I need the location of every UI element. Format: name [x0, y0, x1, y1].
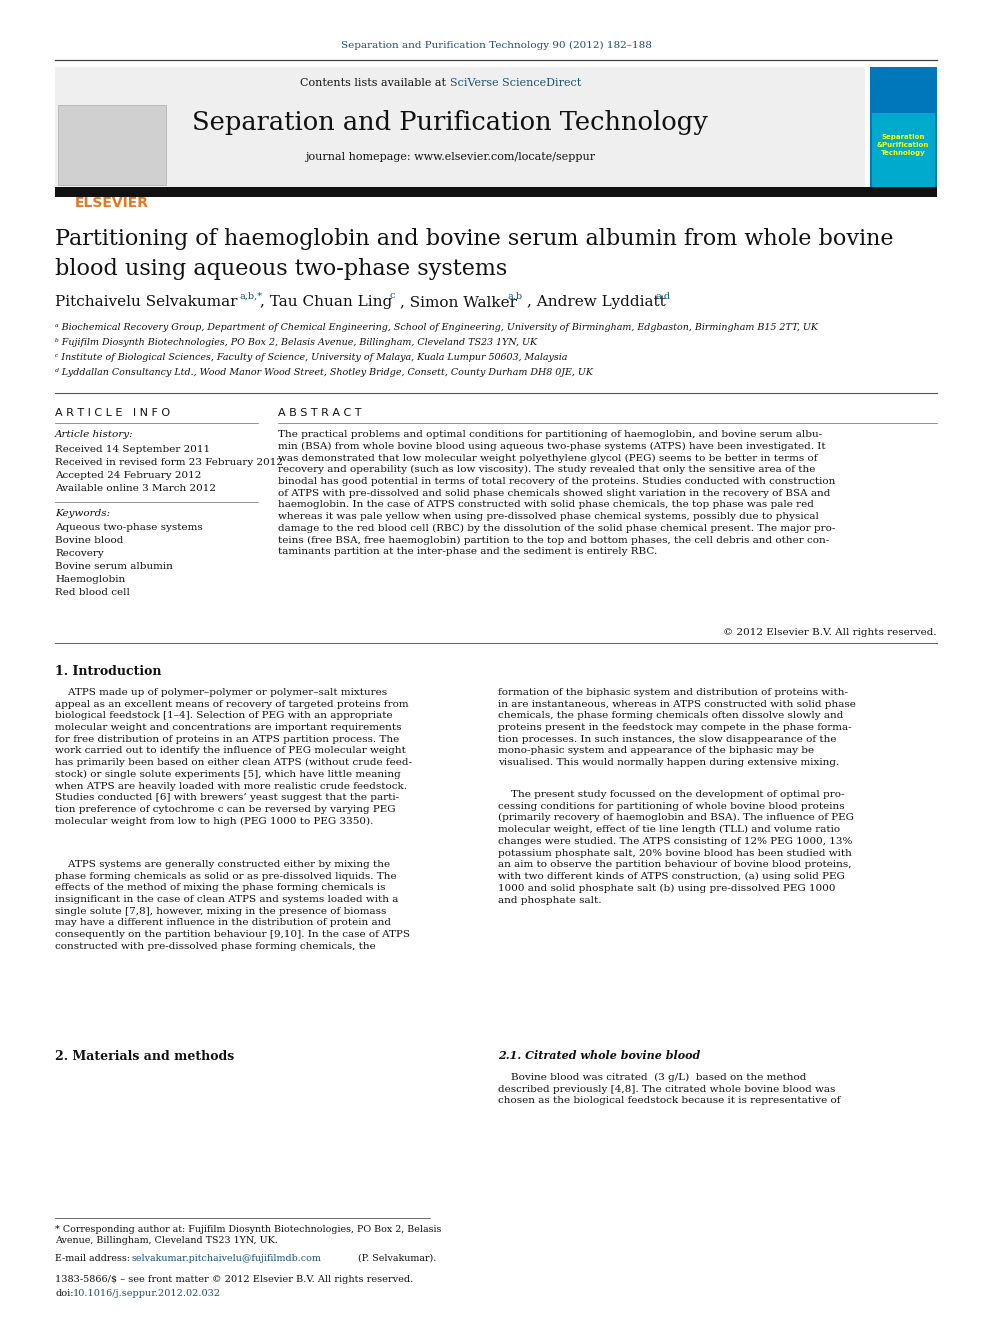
Text: , Tau Chuan Ling: , Tau Chuan Ling	[260, 295, 392, 310]
Text: Partitioning of haemoglobin and bovine serum albumin from whole bovine: Partitioning of haemoglobin and bovine s…	[55, 228, 894, 250]
FancyBboxPatch shape	[870, 67, 937, 194]
Text: Separation
&Purification
Technology: Separation &Purification Technology	[877, 135, 930, 156]
Text: Bovine blood: Bovine blood	[55, 536, 123, 545]
Text: Bovine blood was citrated  (3 g/L)  based on the method
described previously [4,: Bovine blood was citrated (3 g/L) based …	[498, 1073, 840, 1106]
Text: 1383-5866/$ – see front matter © 2012 Elsevier B.V. All rights reserved.: 1383-5866/$ – see front matter © 2012 El…	[55, 1275, 414, 1285]
Text: A R T I C L E   I N F O: A R T I C L E I N F O	[55, 407, 170, 418]
Text: 2.1. Citrated whole bovine blood: 2.1. Citrated whole bovine blood	[498, 1050, 700, 1061]
Text: ᵇ Fujifilm Diosynth Biotechnologies, PO Box 2, Belasis Avenue, Billingham, Cleve: ᵇ Fujifilm Diosynth Biotechnologies, PO …	[55, 337, 537, 347]
Text: Bovine serum albumin: Bovine serum albumin	[55, 562, 173, 572]
Text: Keywords:: Keywords:	[55, 509, 110, 519]
Text: a,b: a,b	[507, 291, 522, 300]
FancyBboxPatch shape	[58, 105, 166, 185]
Text: The practical problems and optimal conditions for partitioning of haemoglobin, a: The practical problems and optimal condi…	[278, 430, 835, 557]
Text: , Simon Walker: , Simon Walker	[400, 295, 517, 310]
Text: ᶜ Institute of Biological Sciences, Faculty of Science, University of Malaya, Ku: ᶜ Institute of Biological Sciences, Facu…	[55, 353, 567, 363]
Text: ELSEVIER: ELSEVIER	[75, 196, 149, 210]
Text: Accepted 24 February 2012: Accepted 24 February 2012	[55, 471, 201, 480]
Text: ᵃ Biochemical Recovery Group, Department of Chemical Engineering, School of Engi: ᵃ Biochemical Recovery Group, Department…	[55, 323, 818, 332]
Text: Pitchaivelu Selvakumar: Pitchaivelu Selvakumar	[55, 295, 237, 310]
Text: selvakumar.pitchaivelu@fujifilmdb.com: selvakumar.pitchaivelu@fujifilmdb.com	[131, 1254, 320, 1263]
Text: ATPS systems are generally constructed either by mixing the
phase forming chemic: ATPS systems are generally constructed e…	[55, 860, 410, 951]
Text: The present study focussed on the development of optimal pro-
cessing conditions: The present study focussed on the develo…	[498, 790, 854, 905]
Text: © 2012 Elsevier B.V. All rights reserved.: © 2012 Elsevier B.V. All rights reserved…	[723, 628, 937, 636]
Text: ᵈ Lyddallan Consultancy Ltd., Wood Manor Wood Street, Shotley Bridge, Consett, C: ᵈ Lyddallan Consultancy Ltd., Wood Manor…	[55, 368, 593, 377]
Text: a,d: a,d	[655, 291, 671, 300]
Text: c: c	[390, 291, 396, 300]
Text: Received 14 September 2011: Received 14 September 2011	[55, 445, 210, 454]
Text: a,b,*: a,b,*	[240, 291, 263, 300]
Text: 2. Materials and methods: 2. Materials and methods	[55, 1050, 234, 1062]
Text: Available online 3 March 2012: Available online 3 March 2012	[55, 484, 216, 493]
Text: Recovery: Recovery	[55, 549, 104, 558]
Text: ATPS made up of polymer–polymer or polymer–salt mixtures
appeal as an excellent : ATPS made up of polymer–polymer or polym…	[55, 688, 412, 826]
Text: formation of the biphasic system and distribution of proteins with-
in are insta: formation of the biphasic system and dis…	[498, 688, 856, 767]
FancyBboxPatch shape	[55, 187, 937, 197]
Text: Red blood cell: Red blood cell	[55, 587, 130, 597]
Text: Received in revised form 23 February 2012: Received in revised form 23 February 201…	[55, 458, 283, 467]
Text: Separation and Purification Technology 90 (2012) 182–188: Separation and Purification Technology 9…	[340, 41, 652, 49]
Text: Contents lists available at: Contents lists available at	[301, 78, 450, 89]
FancyBboxPatch shape	[872, 112, 935, 193]
Text: Haemoglobin: Haemoglobin	[55, 576, 125, 583]
Text: blood using aqueous two-phase systems: blood using aqueous two-phase systems	[55, 258, 507, 280]
Text: * Corresponding author at: Fujifilm Diosynth Biotechnologies, PO Box 2, Belasis
: * Corresponding author at: Fujifilm Dios…	[55, 1225, 441, 1245]
Text: SciVerse ScienceDirect: SciVerse ScienceDirect	[450, 78, 581, 89]
Text: journal homepage: www.elsevier.com/locate/seppur: journal homepage: www.elsevier.com/locat…	[305, 152, 595, 161]
Text: , Andrew Lyddiatt: , Andrew Lyddiatt	[527, 295, 666, 310]
Text: A B S T R A C T: A B S T R A C T	[278, 407, 361, 418]
Text: Article history:: Article history:	[55, 430, 134, 439]
Text: Separation and Purification Technology: Separation and Purification Technology	[192, 110, 708, 135]
Text: 10.1016/j.seppur.2012.02.032: 10.1016/j.seppur.2012.02.032	[73, 1289, 221, 1298]
Text: doi:: doi:	[55, 1289, 73, 1298]
Text: Aqueous two-phase systems: Aqueous two-phase systems	[55, 523, 202, 532]
Text: (P. Selvakumar).: (P. Selvakumar).	[355, 1254, 436, 1263]
Text: E-mail address:: E-mail address:	[55, 1254, 133, 1263]
FancyBboxPatch shape	[55, 67, 865, 194]
Text: 1. Introduction: 1. Introduction	[55, 665, 162, 677]
